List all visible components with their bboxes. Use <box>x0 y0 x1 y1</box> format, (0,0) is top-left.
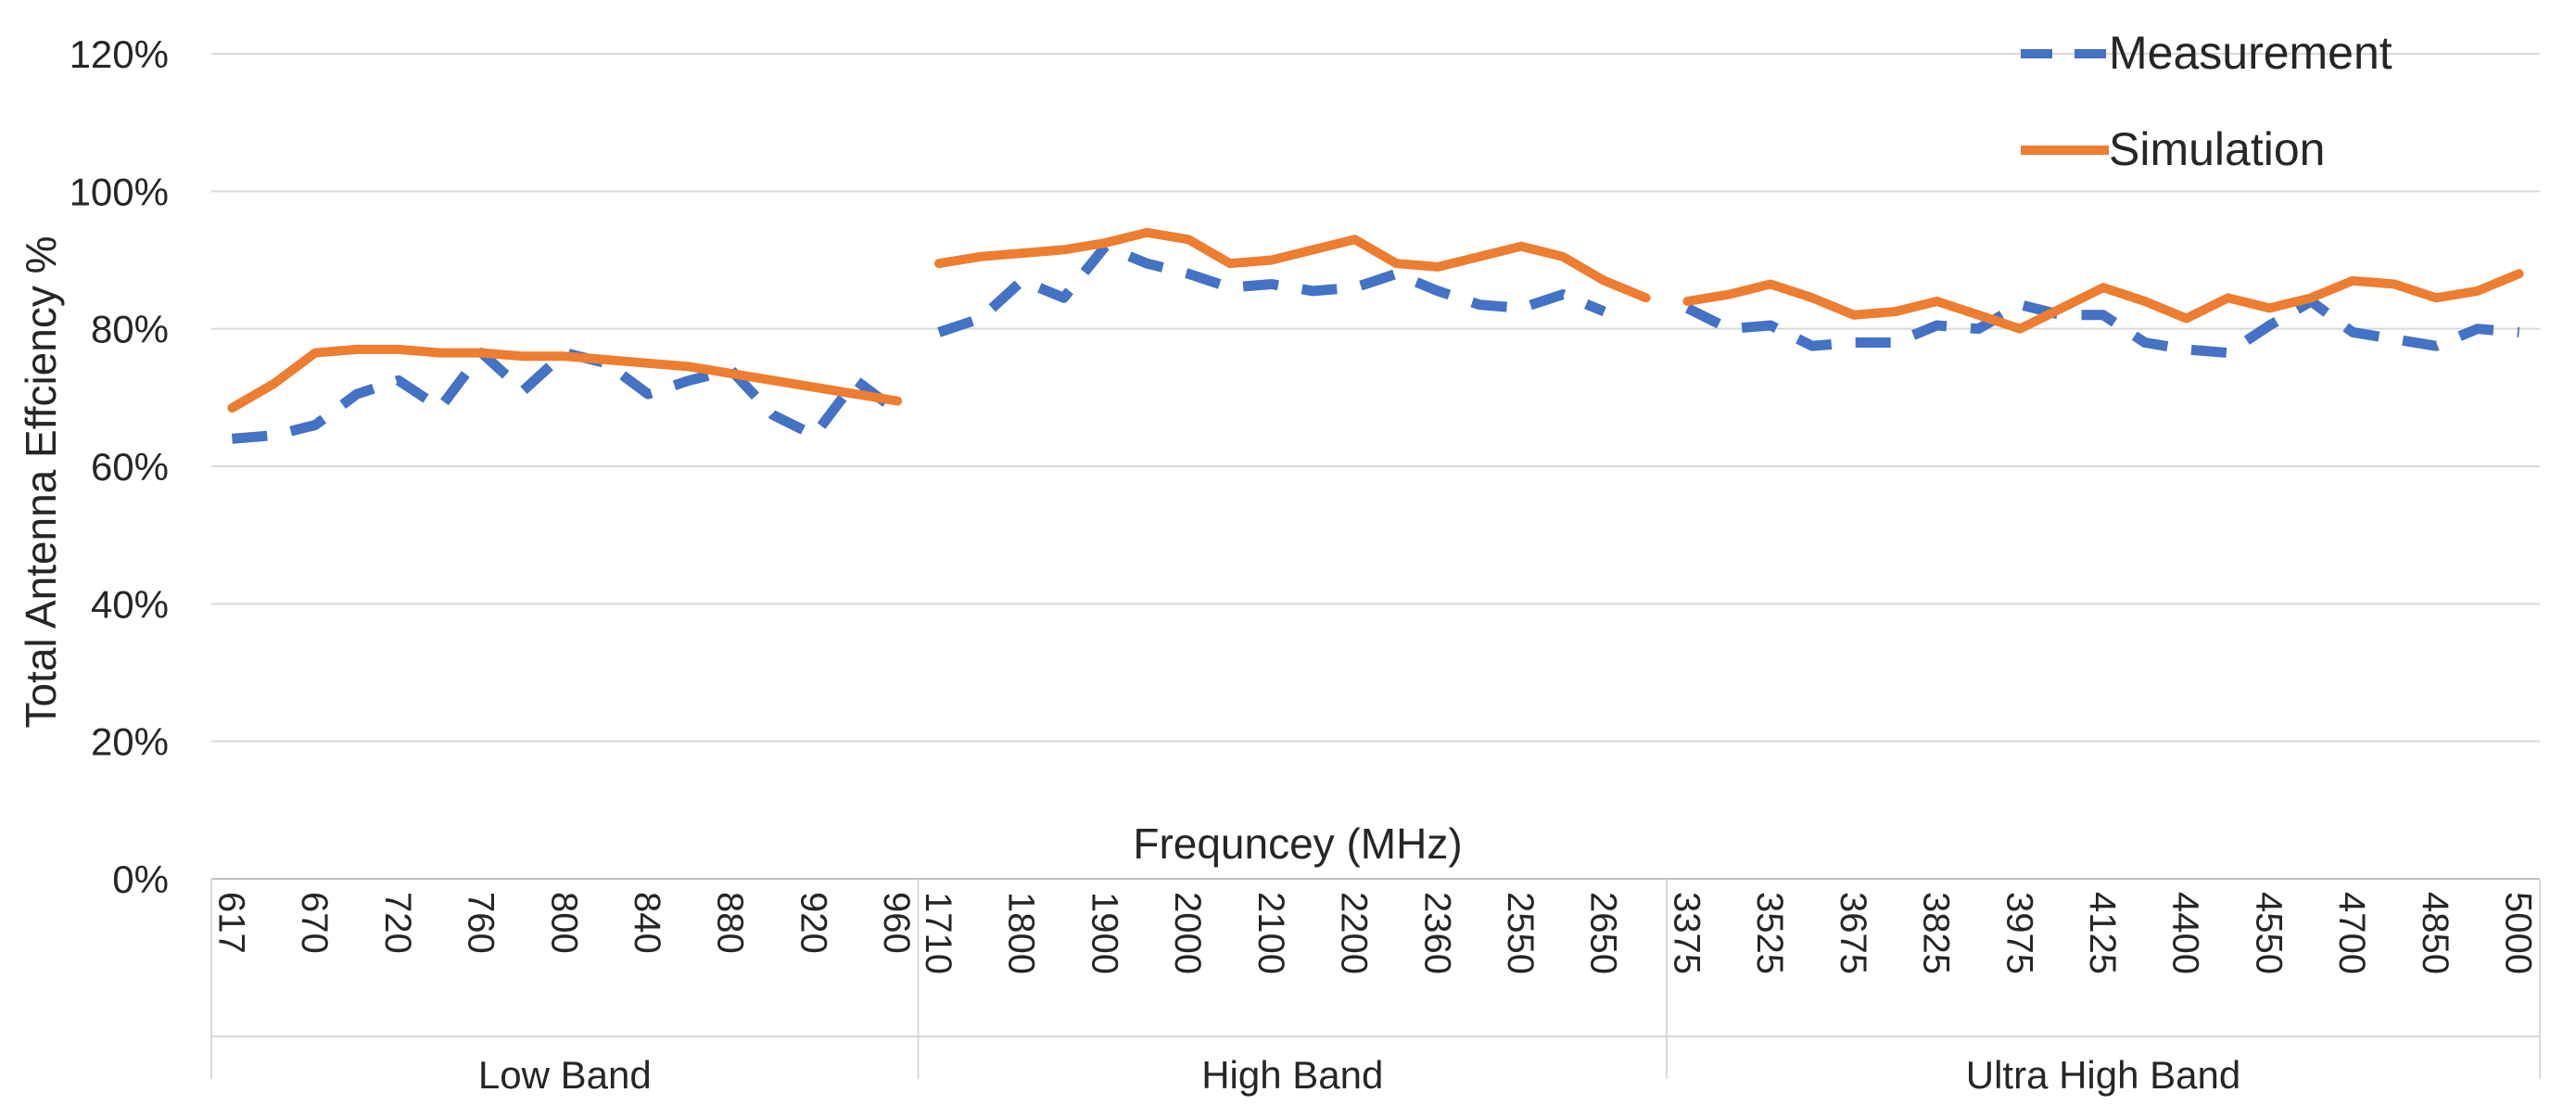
simulation-line-ultra-high-band <box>1682 269 2524 334</box>
measurement-line-ultra-high-band <box>1684 296 2520 359</box>
x-tick-label: 3375 <box>1666 892 1707 974</box>
x-tick-label: 760 <box>461 892 501 954</box>
gridlines <box>211 53 2540 880</box>
y-tick-label: 120% <box>70 32 169 76</box>
x-tick-label: 1800 <box>1001 892 1042 974</box>
x-tick-label: 960 <box>876 892 917 954</box>
group-label: Low Band <box>478 1053 652 1097</box>
x-tick-label: 4125 <box>2082 892 2123 974</box>
simulation-line-high-band <box>934 227 1651 303</box>
x-tick-label: 840 <box>627 892 667 954</box>
x-tick-label: 2100 <box>1250 892 1291 974</box>
x-tick-label: 2360 <box>1416 892 1457 974</box>
x-tick-label: 670 <box>294 892 335 954</box>
x-tick-label: 4400 <box>2165 892 2206 974</box>
x-tick-label: 4700 <box>2331 892 2372 974</box>
measurement-line-high-band <box>937 241 1606 337</box>
x-tick-label: 2000 <box>1167 892 1208 974</box>
x-tick-label: 2550 <box>1500 892 1541 974</box>
measurement-line-low-band <box>231 348 901 444</box>
x-axis-title: Frequncey (MHz) <box>1133 819 1462 868</box>
legend-simulation-label: Simulation <box>2109 123 2325 175</box>
group-label: High Band <box>1201 1053 1383 1097</box>
x-tick-label: 3675 <box>1833 892 1873 974</box>
x-tick-label: 617 <box>210 892 251 954</box>
legend: Measurement Simulation <box>2021 27 2392 175</box>
y-tick-label: 60% <box>91 445 169 489</box>
x-tick-label: 800 <box>543 892 584 954</box>
x-tick-label: 920 <box>793 892 833 954</box>
y-tick-label: 80% <box>91 308 169 351</box>
x-axis: 617 670 720 760 800 840 880 920 960 Low Band 1710 1… <box>210 879 2541 1097</box>
group-label: Ultra High Band <box>1966 1053 2240 1097</box>
x-tick-label: 3975 <box>1999 892 2039 974</box>
x-tick-label: 1900 <box>1084 892 1124 974</box>
y-axis-title: Total Antenna Effciency % <box>17 235 65 728</box>
x-tick-label: 720 <box>377 892 418 954</box>
x-tick-label: 2650 <box>1583 892 1624 974</box>
y-tick-label: 40% <box>91 582 169 626</box>
simulation-line-low-band <box>227 344 903 413</box>
series-lines <box>227 227 2524 444</box>
x-tick-label: 4850 <box>2415 892 2455 974</box>
x-tick-label: 3525 <box>1749 892 1790 974</box>
x-tick-label: 4550 <box>2248 892 2289 974</box>
x-tick-label: 3825 <box>1916 892 1957 974</box>
x-tick-label: 880 <box>710 892 751 954</box>
y-tick-label: 0% <box>112 858 169 901</box>
y-tick-label: 20% <box>91 720 169 764</box>
y-tick-label: 100% <box>70 170 169 213</box>
x-tick-label: 5000 <box>2498 892 2539 974</box>
x-tick-label: 1710 <box>918 892 958 974</box>
x-tick-label: 2200 <box>1334 892 1375 974</box>
legend-measurement-label: Measurement <box>2109 27 2392 79</box>
y-axis-ticks: 0% 20% 40% 60% 80% 100% 120% <box>70 32 169 901</box>
